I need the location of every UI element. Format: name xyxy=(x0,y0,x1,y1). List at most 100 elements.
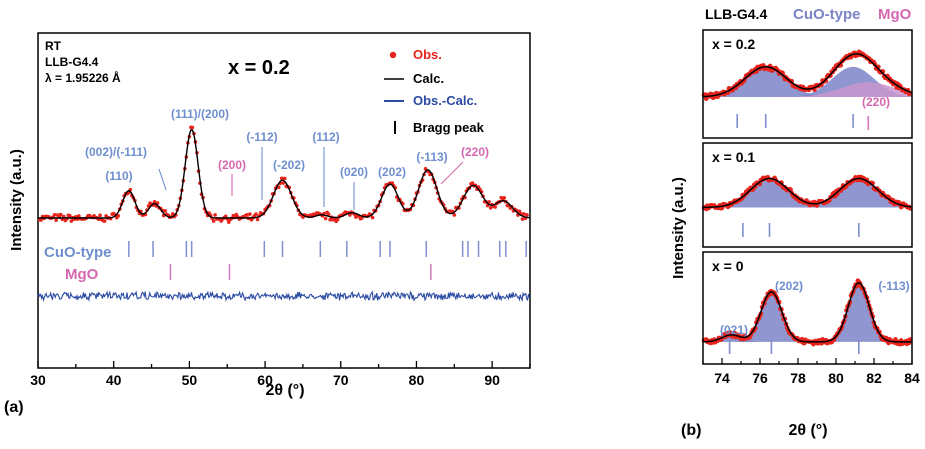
a-obs-point xyxy=(223,214,228,219)
a-obs-point xyxy=(255,217,260,222)
a-obs-point xyxy=(98,213,102,218)
legend-obs-label: Obs. xyxy=(413,47,442,62)
a-peak-label: (220) xyxy=(461,145,489,159)
a-obs-point xyxy=(281,181,286,185)
a-peak-label: (020) xyxy=(340,165,368,179)
a-obs-point xyxy=(248,212,252,216)
b-obs-point xyxy=(703,96,709,101)
b-subpanel: x = 0.2 (220) xyxy=(701,29,913,139)
a-obs-point xyxy=(452,213,457,217)
phase-label-cuo: CuO-type xyxy=(44,244,112,261)
a-calc-line xyxy=(38,128,530,219)
panel-b-ylabel: Intensity (a.u.) xyxy=(670,177,687,279)
a-peak-label: (110) xyxy=(105,169,132,183)
b-xtick-label: 78 xyxy=(790,370,806,386)
panel-a-xlabel: 2θ (°) xyxy=(265,382,304,399)
a-obs-point xyxy=(39,218,43,222)
panel-b-phase-mgo: MgO xyxy=(878,6,912,23)
a-xtick-label: 30 xyxy=(30,372,46,388)
a-obs-point xyxy=(54,218,58,222)
b-peak-fill xyxy=(703,282,912,342)
a-peak-label: (111)/(200) xyxy=(171,107,229,121)
a-obs-point xyxy=(525,213,529,217)
b-annotation: (021) xyxy=(720,323,748,337)
a-peak-label: (002)/(-111) xyxy=(85,145,147,159)
b-peak-fill xyxy=(703,334,912,342)
b-subpanel-frame xyxy=(702,29,913,139)
panel-a-calculated-curve xyxy=(38,128,530,219)
a-obs-point xyxy=(520,217,525,221)
b-calc-line xyxy=(702,177,912,209)
a-peak-label: (-202) xyxy=(273,158,305,172)
b-annotation: (202) xyxy=(775,279,803,293)
a-obs-point xyxy=(67,213,72,218)
a-obs-point xyxy=(335,217,340,222)
panel-b-tag: (b) xyxy=(681,422,701,439)
a-obs-point xyxy=(190,125,195,130)
info-sample: LLB-G4.4 xyxy=(45,55,99,69)
b-subpanel: x = 0.1 xyxy=(701,142,913,248)
panel-b: LLB-G4.4 CuO-type MgO x = 0.2(220)x = 0.… xyxy=(670,6,920,439)
legend-calc-label: Calc. xyxy=(413,71,444,86)
a-obs-point xyxy=(502,196,507,200)
a-obs-point xyxy=(69,219,74,223)
a-obs-point xyxy=(522,212,526,216)
a-xtick-label: 50 xyxy=(182,372,198,388)
a-obs-point xyxy=(52,212,57,217)
b-xtick-label: 84 xyxy=(904,370,920,386)
a-obs-point xyxy=(152,199,157,204)
b-annotation: (220) xyxy=(862,95,890,109)
a-obs-point xyxy=(487,200,491,204)
panel-a-title: x = 0.2 xyxy=(228,57,290,79)
b-peak-fill xyxy=(703,66,912,97)
a-obs-point xyxy=(58,212,63,217)
panel-a-difference-curve xyxy=(37,290,530,303)
panel-a-bragg-ticks xyxy=(128,241,527,280)
legend-bragg-label: Bragg peak xyxy=(413,120,485,135)
b-calc-line xyxy=(702,282,912,343)
b-subpanel: x = 0 (021) (202) (-113) xyxy=(701,251,913,365)
a-obs-point xyxy=(245,212,249,217)
b-peak-fill xyxy=(703,178,912,208)
a-obs-point xyxy=(211,219,216,223)
a-peak-label: (202) xyxy=(378,165,406,179)
b-xtick-label: 80 xyxy=(828,370,844,386)
phase-label-mgo: MgO xyxy=(65,266,99,283)
a-obs-point xyxy=(170,212,175,216)
a-obs-point xyxy=(163,209,167,213)
a-obs-point xyxy=(102,219,107,223)
info-rt: RT xyxy=(45,39,62,53)
a-peak-label: (-112) xyxy=(246,130,277,144)
b-obs-point xyxy=(893,337,898,342)
a-xtick-label: 60 xyxy=(257,372,273,388)
a-obs-point xyxy=(326,212,331,217)
b-subpanel-label: x = 0 xyxy=(712,258,744,274)
a-obs-point xyxy=(282,176,287,181)
legend-diff-label: Obs.-Calc. xyxy=(413,93,477,108)
panel-a-ylabel: Intensity (a.u.) xyxy=(8,149,25,251)
a-obs-point xyxy=(348,213,352,217)
a-peak-leader xyxy=(440,161,464,185)
a-xtick-label: 80 xyxy=(409,372,425,388)
a-xtick-label: 40 xyxy=(106,372,122,388)
b-xtick-label: 82 xyxy=(866,370,882,386)
info-wavelength: λ = 1.95226 Å xyxy=(45,70,121,85)
a-peak-label: (112) xyxy=(312,130,339,144)
panel-b-subpanels: x = 0.2 (220) x = 0.1 x = 0 (021) (202) (-113) xyxy=(701,29,913,365)
b-subpanel-label: x = 0.2 xyxy=(712,36,755,52)
legend-obs-marker xyxy=(389,51,397,59)
a-obs-point xyxy=(493,205,497,209)
panel-b-x-axis: 74 76 78 80 82 84 xyxy=(702,358,920,386)
panel-b-xlabel: 2θ (°) xyxy=(788,422,827,439)
a-obs-point xyxy=(77,214,81,218)
panel-a-frame xyxy=(37,32,531,369)
b-subpanel-frame xyxy=(702,142,913,248)
panel-a: 30 40 50 60 70 80 90 (110) (002)/(-111) (111)/(2… xyxy=(4,32,531,416)
b-subpanel-label: x = 0.1 xyxy=(712,149,755,165)
b-calc-line xyxy=(702,53,912,98)
a-xtick-label: 90 xyxy=(484,372,500,388)
a-obs-point xyxy=(370,215,375,220)
a-obs-point xyxy=(488,206,493,210)
